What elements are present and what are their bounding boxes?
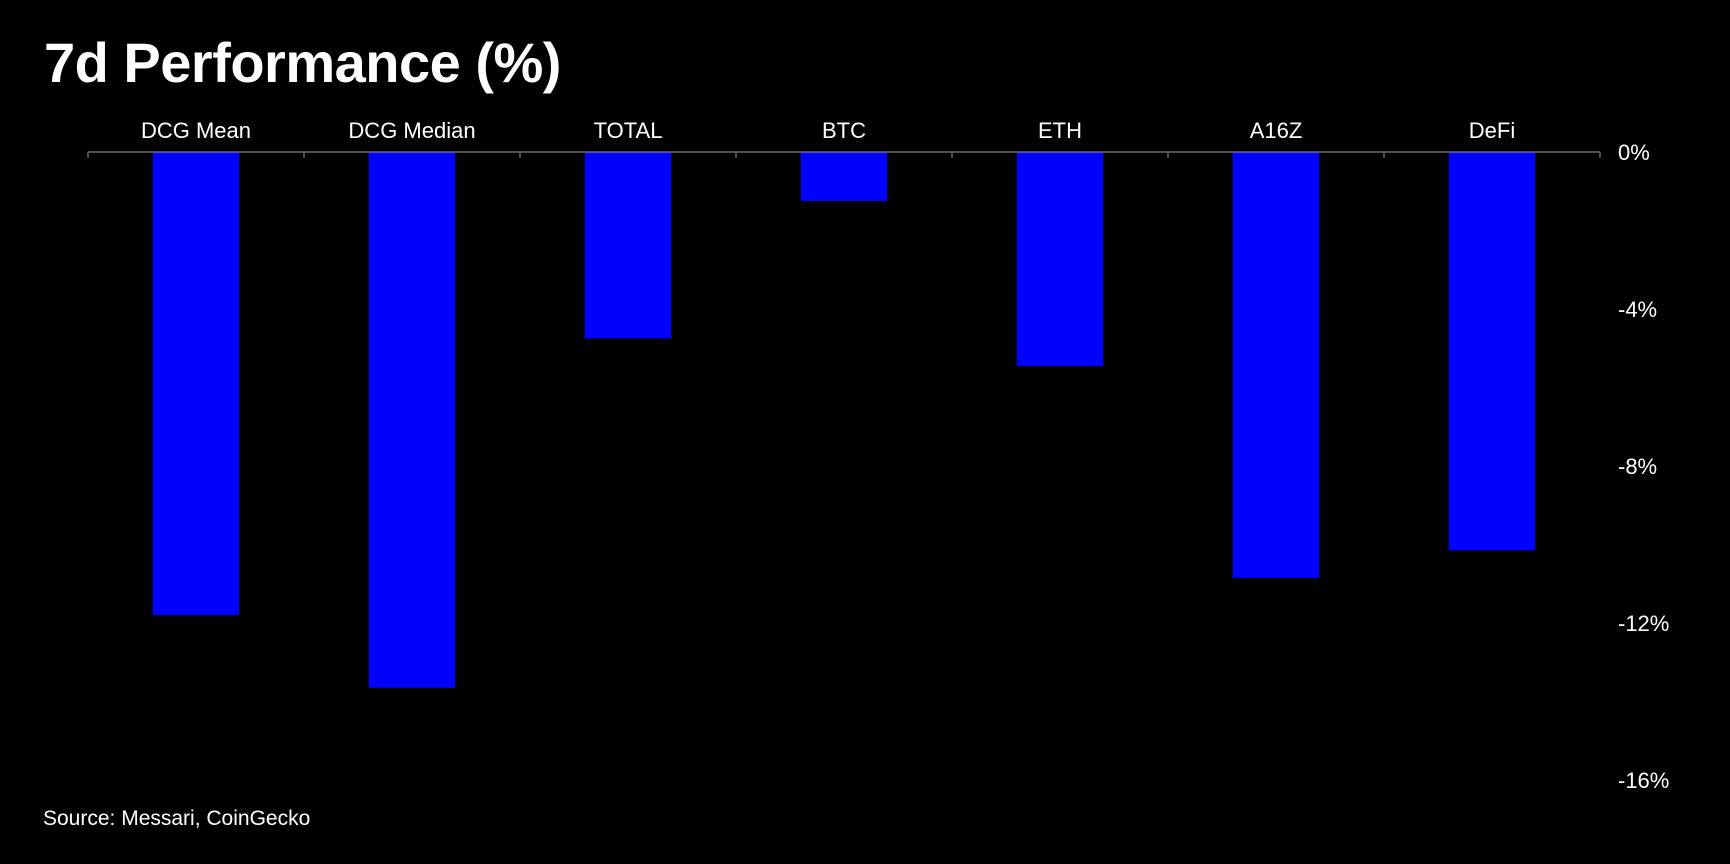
bar-a16z <box>1232 152 1320 578</box>
x-tick-label: DCG Median <box>348 118 475 143</box>
y-tick-label: 0% <box>1618 140 1650 165</box>
x-tick-label: ETH <box>1038 118 1082 143</box>
bar-dcg-median <box>368 152 456 688</box>
x-tick-label: DCG Mean <box>141 118 251 143</box>
chart-title: 7d Performance (%) <box>44 31 561 94</box>
bar-eth <box>1016 152 1104 366</box>
y-tick-label: -16% <box>1618 768 1669 793</box>
y-tick-label: -8% <box>1618 454 1657 479</box>
x-tick-label: A16Z <box>1250 118 1303 143</box>
y-tick-label: -12% <box>1618 611 1669 636</box>
bar-dcg-mean <box>152 152 240 616</box>
y-tick-label: -4% <box>1618 297 1657 322</box>
x-tick-label: TOTAL <box>594 118 663 143</box>
bar-total <box>584 152 672 339</box>
y-axis-labels: 0% -4% -8% -12% -16% <box>1618 140 1669 793</box>
x-tick-label: BTC <box>822 118 866 143</box>
x-axis-labels: DCG Mean DCG Median TOTAL BTC ETH A16Z DeFi <box>141 118 1515 143</box>
bars-group <box>152 152 1536 688</box>
bar-defi <box>1448 152 1536 551</box>
x-tick-label: DeFi <box>1469 118 1515 143</box>
bar-btc <box>800 152 888 202</box>
x-axis-ticks <box>87 152 1601 158</box>
chart-source: Source: Messari, CoinGecko <box>43 807 311 830</box>
